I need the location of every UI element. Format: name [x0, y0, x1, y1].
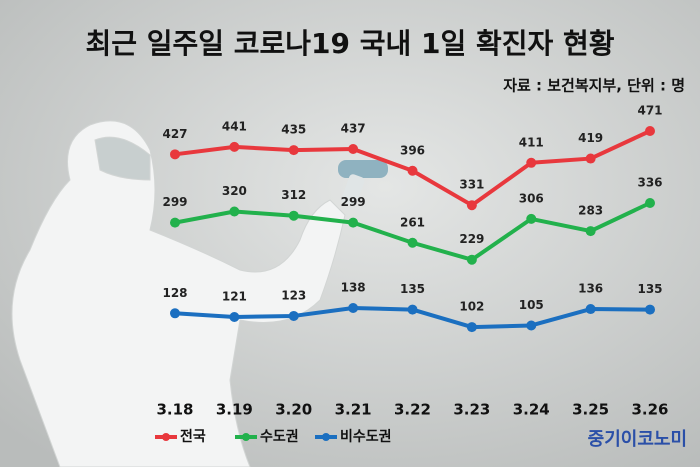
- chart-title: 최근 일주일 코로나19 국내 1일 확진자 현황: [85, 27, 614, 60]
- x-tick-label: 3.21: [335, 401, 372, 419]
- x-tick-label: 3.20: [275, 401, 312, 419]
- data-label: 306: [519, 191, 544, 205]
- x-tick-label: 3.23: [453, 401, 490, 419]
- data-label: 261: [400, 215, 425, 229]
- legend-swatch: [162, 433, 170, 441]
- x-tick-label: 3.25: [572, 401, 609, 419]
- data-point: [407, 165, 418, 176]
- x-tick-label: 3.18: [156, 401, 193, 419]
- data-point: [526, 157, 537, 168]
- data-label: 299: [162, 195, 187, 209]
- data-point: [170, 308, 180, 319]
- subtitle: 자료 : 보건복지부, 단위 : 명: [503, 77, 685, 95]
- data-label: 105: [519, 298, 544, 312]
- data-label: 331: [459, 178, 484, 192]
- data-point: [348, 303, 359, 313]
- data-label: 435: [281, 123, 306, 137]
- data-label: 135: [637, 282, 662, 296]
- data-label: 135: [400, 282, 425, 296]
- legend-label: 전국: [180, 428, 206, 445]
- x-tick-label: 3.19: [216, 401, 253, 419]
- data-point: [170, 149, 180, 160]
- data-point: [526, 320, 537, 331]
- data-point: [229, 206, 240, 217]
- legend-label: 수도권: [260, 429, 299, 445]
- data-point: [466, 200, 477, 211]
- data-label: 136: [578, 282, 603, 296]
- data-point: [288, 310, 299, 321]
- data-point: [466, 254, 477, 265]
- data-point: [348, 217, 359, 228]
- data-label: 437: [341, 122, 366, 136]
- data-label: 102: [459, 300, 484, 314]
- data-point: [407, 237, 418, 248]
- data-point: [288, 145, 299, 156]
- data-point: [585, 226, 596, 237]
- data-label: 229: [459, 232, 484, 246]
- data-label: 441: [222, 119, 247, 133]
- data-label: 471: [637, 104, 662, 118]
- data-label: 396: [400, 143, 425, 157]
- x-tick-label: 3.24: [513, 401, 550, 419]
- thermometer: [338, 160, 388, 206]
- data-point: [585, 153, 596, 164]
- data-point: [288, 210, 299, 221]
- data-point: [645, 126, 655, 136]
- data-point: [407, 304, 418, 315]
- data-point: [585, 304, 596, 315]
- logo: 중기이코노미: [588, 429, 687, 450]
- data-point: [466, 322, 477, 333]
- data-label: 121: [222, 290, 247, 304]
- data-point: [229, 312, 240, 323]
- legend-label: 비수도권: [340, 429, 392, 445]
- data-point: [170, 217, 180, 228]
- data-label: 320: [222, 184, 247, 198]
- data-point: [645, 304, 655, 315]
- data-label: 299: [341, 195, 366, 209]
- data-point: [526, 213, 537, 224]
- data-point: [229, 141, 240, 152]
- x-tick-label: 3.22: [394, 401, 431, 419]
- data-label: 336: [637, 176, 662, 190]
- legend-swatch: [322, 433, 330, 441]
- data-label: 427: [162, 127, 187, 141]
- figure-illustration: [11, 120, 346, 467]
- x-tick-label: 3.26: [631, 401, 668, 419]
- data-label: 123: [281, 288, 306, 302]
- data-label: 411: [519, 135, 544, 149]
- data-label: 419: [578, 131, 603, 145]
- data-label: 128: [162, 286, 187, 300]
- data-label: 283: [578, 204, 603, 218]
- data-label: 138: [341, 281, 366, 295]
- data-point: [645, 198, 655, 208]
- legend-swatch: [242, 433, 250, 441]
- data-point: [348, 144, 359, 155]
- data-label: 312: [281, 188, 306, 202]
